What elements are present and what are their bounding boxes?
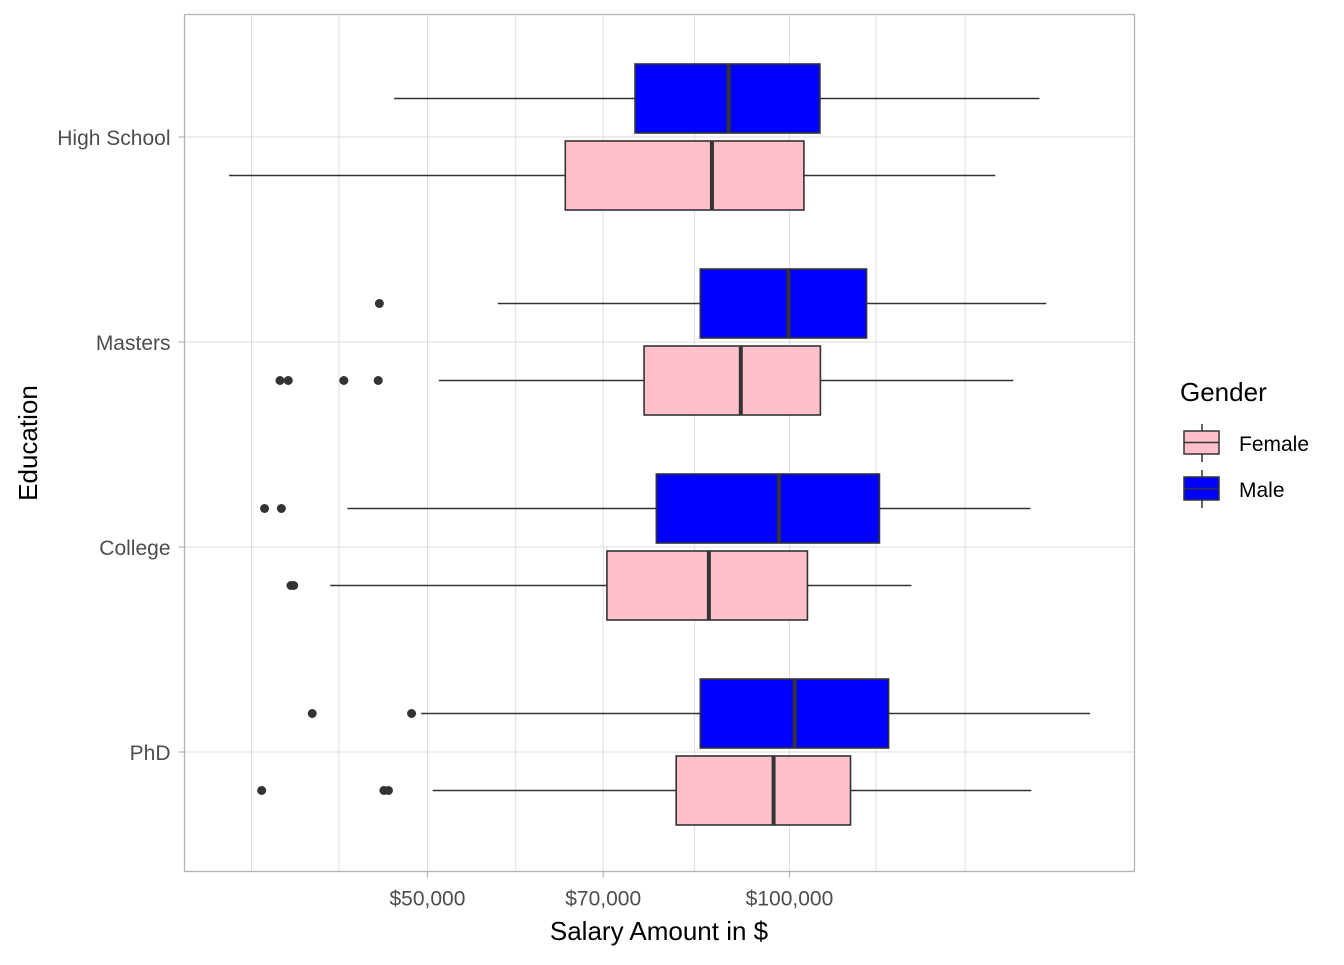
x-axis-title: Salary Amount in $ — [550, 916, 769, 946]
y-axis-title: Education — [13, 385, 43, 501]
gridlines — [184, 14, 1135, 872]
legend-label: Female — [1239, 433, 1309, 456]
panel-border — [183, 13, 1136, 873]
box-female-phd — [257, 755, 1032, 826]
y-tick-label: Masters — [96, 332, 171, 355]
box-male-high-school — [394, 63, 1040, 134]
box-male-phd — [307, 678, 1091, 749]
iqr-box — [655, 473, 881, 544]
x-tick-label: $100,000 — [746, 888, 834, 911]
y-tick-label: PhD — [130, 742, 171, 765]
outlier-point — [275, 376, 285, 385]
iqr-box — [699, 268, 868, 339]
outlier-point — [276, 504, 286, 513]
y-axis: High School Masters College PhD — [57, 127, 185, 765]
outlier-point — [374, 299, 384, 308]
box-female-masters — [275, 345, 1014, 416]
outlier-point — [339, 376, 349, 385]
iqr-box — [564, 140, 805, 211]
legend-key-female — [1183, 424, 1220, 462]
box-male-college — [260, 473, 1031, 544]
boxes — [229, 63, 1091, 826]
outlier-point — [407, 709, 417, 718]
outlier-point — [283, 376, 293, 385]
y-tick-label: High School — [57, 127, 170, 150]
legend-title: Gender — [1180, 377, 1267, 407]
outlier-point — [289, 581, 299, 590]
x-axis: $50,000 $70,000 $100,000 — [390, 871, 834, 911]
box-female-college — [286, 550, 912, 621]
legend-label: Male — [1239, 479, 1285, 502]
box-male-masters — [374, 268, 1047, 339]
legend: Gender Female Male — [1180, 377, 1309, 508]
outlier-point — [307, 709, 317, 718]
outlier-point — [260, 504, 270, 513]
outlier-point — [257, 786, 267, 795]
x-tick-label: $70,000 — [565, 888, 641, 911]
x-tick-label: $50,000 — [390, 888, 466, 911]
box-female-high-school — [229, 140, 996, 211]
iqr-box — [643, 345, 822, 416]
iqr-box — [675, 755, 852, 826]
outlier-point — [383, 786, 393, 795]
legend-key-male — [1183, 470, 1220, 508]
outlier-point — [373, 376, 383, 385]
y-tick-label: College — [99, 537, 170, 560]
